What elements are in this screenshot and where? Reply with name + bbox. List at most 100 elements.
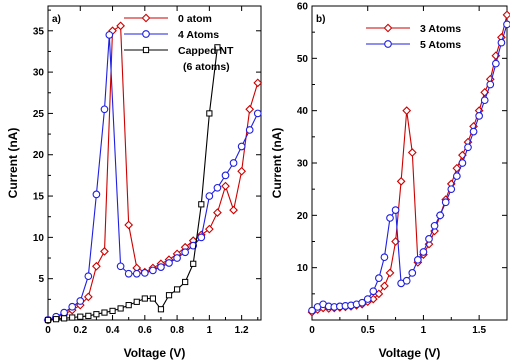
panel-a-data-point <box>157 263 165 271</box>
panel-a-x-tick-label: 1.2 <box>235 325 249 336</box>
panel-a-legend-label: (6 atoms) <box>183 61 230 73</box>
panel-a-data-point <box>101 309 108 316</box>
panel-b-data-point <box>458 150 467 160</box>
panel-a-data-point <box>105 31 114 39</box>
panel-b-data-point <box>375 274 383 282</box>
panel-b-legend-label: 3 Atoms <box>420 23 461 35</box>
panel-a-data-point <box>92 190 101 199</box>
panel-a-legend-marker <box>141 13 151 23</box>
panel-b-y-tick-label: 60 <box>297 2 309 13</box>
panel-a-legend-label: 0 atom <box>178 13 212 25</box>
panel-a-chart: 0 0.2 0.4 0.6 0.8 1 1.2 5 10 15 20 25 30 35 0 atom 4 A… <box>6 5 263 360</box>
panel-a-plot-frame <box>47 5 262 321</box>
panel-a-data-point <box>165 292 173 299</box>
panel-a-data-point <box>124 220 134 230</box>
panel-a-legend-marker <box>142 46 150 54</box>
panel-b-x-tick-label: 1.5 <box>472 325 486 336</box>
panel-b-data-point <box>458 159 467 167</box>
panel-b-data-point <box>503 20 510 29</box>
panel-a-y-tick-label: 25 <box>33 109 45 120</box>
panel-a-x-tick-label: 0 <box>45 325 51 336</box>
panel-b-x-tick-label: 1 <box>421 325 427 336</box>
panel-b-series-line-1 <box>311 14 508 313</box>
panel-b-data-point <box>453 172 461 180</box>
panel-a-x-axis-label: Voltage (V) <box>124 346 186 360</box>
panel-a-data-point <box>116 262 125 271</box>
panel-b-data-point <box>502 10 510 20</box>
panel-b-data-point <box>430 221 439 230</box>
panel-a-data-point <box>52 316 60 323</box>
panel-b-data-point <box>486 80 495 89</box>
panel-b-data-point <box>469 127 478 136</box>
panel-b-data-point <box>497 38 506 47</box>
panel-a-legend: 0 atom 4 Atoms Capped NT (6 atoms) <box>124 13 234 73</box>
panel-b-x-axis-label: Voltage (V) <box>379 346 441 360</box>
panel-a-data-point <box>213 183 222 192</box>
panel-a-data-point <box>100 247 109 256</box>
panel-a-data-point <box>229 205 238 215</box>
panel-b-legend-marker <box>383 23 393 33</box>
panel-a-data-point <box>204 224 214 234</box>
panel-a-data-point <box>100 105 109 114</box>
panel-b-x-tick-label: 0 <box>309 325 315 336</box>
panel-a-data-point <box>206 110 213 117</box>
panel-a-data-point <box>245 126 254 134</box>
panel-a-data-point <box>92 261 101 271</box>
panel-a-data-point <box>61 315 68 322</box>
panel-a-label: a) <box>52 14 61 25</box>
panel-b-data-point <box>380 253 389 262</box>
panel-a-data-point <box>213 208 222 217</box>
panel-a-data-point <box>109 307 116 315</box>
panel-b-y-tick-label: 40 <box>297 106 309 117</box>
panel-b-data-point <box>441 198 450 207</box>
panel-a-data-point <box>253 78 263 88</box>
panel-a-data-point <box>221 181 230 191</box>
panel-b-data-point <box>492 59 500 68</box>
panel-a-ticks: 0 0.2 0.4 0.6 0.8 1 1.2 5 10 15 20 25 30 35 <box>33 6 261 336</box>
panel-a-data-point <box>221 171 230 180</box>
panel-a-data-point <box>44 316 52 324</box>
panel-a-x-tick-label: 1 <box>207 325 213 336</box>
panel-a-data-point <box>237 142 246 151</box>
panel-a-data-point <box>116 21 125 31</box>
panel-a-data-point <box>93 311 100 318</box>
panel-a-data-point <box>125 302 132 309</box>
panel-a-data-point <box>190 260 197 267</box>
panel-a-data-point <box>197 233 206 242</box>
panel-a-data-point <box>83 292 93 302</box>
panel-a-data-point <box>140 269 149 277</box>
panel-a-data-point <box>237 166 247 176</box>
panel-a-data-point <box>69 314 76 321</box>
panel-a-y-tick-label: 30 <box>33 68 45 79</box>
panel-b-data-point <box>408 269 417 277</box>
panel-a-y-tick-label: 15 <box>33 192 45 203</box>
panel-b-data-point <box>391 206 400 214</box>
panel-a-data-point <box>85 312 92 319</box>
panel-b-x-tick-label: 0.5 <box>361 325 375 336</box>
panel-a-y-tick-label: 10 <box>33 233 45 244</box>
panel-a-data-point <box>165 259 173 267</box>
panel-b-data-point <box>385 268 395 278</box>
panel-b-y-tick-label: 50 <box>297 54 309 65</box>
panel-a-data-point <box>214 44 221 51</box>
panel-a-data-point <box>189 241 198 250</box>
panel-b-data-point <box>414 255 422 264</box>
panel-a-series-line-3 <box>47 47 218 321</box>
panel-a-y-tick-label: 20 <box>33 150 45 161</box>
panel-b-data-point <box>369 287 378 296</box>
panel-b-data-point <box>475 112 483 120</box>
panel-a-data-point <box>76 297 85 305</box>
panel-a-data-point <box>205 192 214 200</box>
panel-a-y-tick-label: 35 <box>33 26 45 37</box>
panel-a-data-point <box>124 269 133 278</box>
panel-a-data-point <box>253 109 262 118</box>
panel-b-data-point <box>430 226 439 236</box>
panel-a-series <box>43 21 263 325</box>
panel-a-data-point <box>182 278 189 286</box>
panel-b-label: b) <box>316 14 325 25</box>
panel-a-y-tick-label: 5 <box>38 274 44 285</box>
panel-b-data-point <box>419 248 428 256</box>
panel-b-data-point <box>452 163 462 173</box>
panel-b-data-point <box>447 185 456 194</box>
panel-b-data-point <box>402 276 411 285</box>
